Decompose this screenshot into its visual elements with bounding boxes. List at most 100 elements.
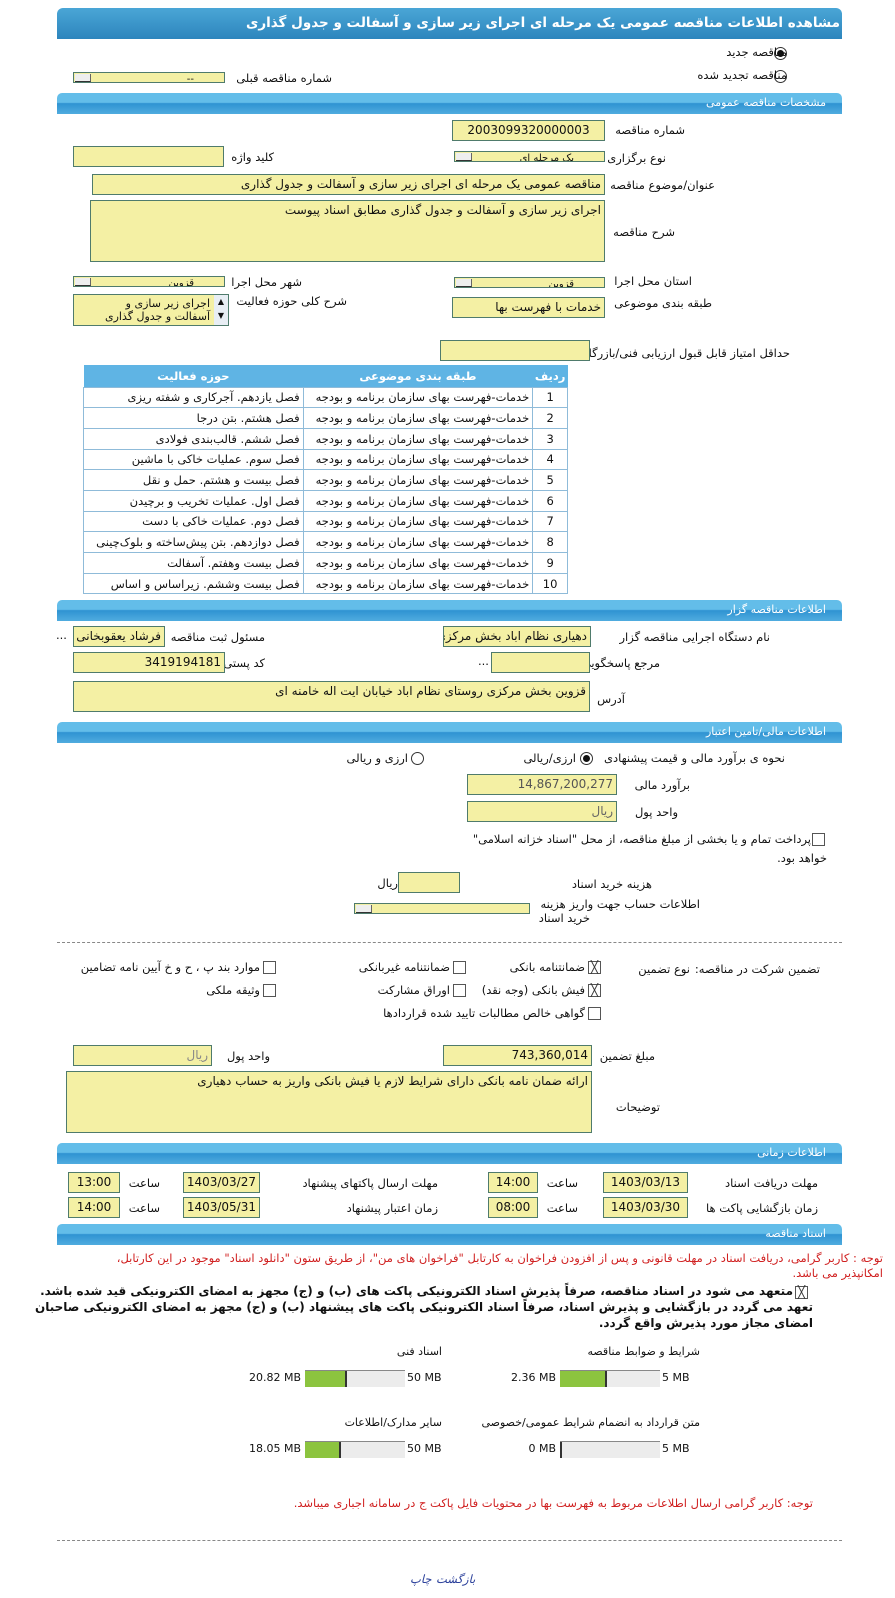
table-row: 8 خدمات-فهرست بهای سازمان برنامه و بودجه ف… [83,531,568,553]
table-cell: خدمات-فهرست بهای سازمان برنامه و بودجه [302,552,534,574]
treasury-checkbox[interactable] [812,833,825,846]
opening-date[interactable]: 1403/03/30 [603,1197,688,1218]
activity-listbox[interactable]: اجرای زیر سازی و آسفالت و جدول گذاری ▲ ▼ [73,294,229,326]
holding-type-label: نوع برگزاری [607,151,666,165]
tender-number-label: شماره مناقصه [615,123,685,137]
file-usage-fill [560,1442,562,1458]
radio-foreign-rial[interactable] [411,752,424,765]
category-label: طبقه بندی موضوعی [614,296,712,310]
table-cell: خدمات-فهرست بهای سازمان برنامه و بودجه [302,489,534,512]
commitment-checkbox[interactable]: ╳ [795,1286,808,1299]
description-textarea[interactable]: اجرای زیر سازی و آسفالت و جدول گذاری مطا… [90,200,605,262]
registrar-field[interactable]: فرشاد یعقوبخانی غیاثوند [73,626,165,647]
guarantee-checkbox[interactable]: ╳ [588,961,601,974]
submit-deadline-time[interactable]: 13:00 [68,1172,120,1193]
account-select[interactable] [354,903,530,914]
guarantee-checkbox[interactable] [263,984,276,997]
postal-label: کد پستی [223,656,265,670]
reference-field[interactable] [491,652,590,673]
min-score-field[interactable] [440,340,590,361]
guarantee-checkbox[interactable] [263,961,276,974]
doc-deadline-label: مهلت دریافت اسناد [725,1176,818,1190]
radio-rial[interactable] [580,752,593,765]
guarantee-checkbox[interactable] [453,961,466,974]
table-row: 1 خدمات-فهرست بهای سازمان برنامه و بودجه ف… [83,386,568,409]
dropdown-button[interactable] [75,74,91,82]
print-link[interactable]: چاپ [410,1572,432,1586]
holding-type-select[interactable]: یک مرحله ای [454,151,605,162]
guarantee-checkbox[interactable]: ╳ [588,984,601,997]
city-select[interactable]: قزوین [73,276,225,287]
reference-more-button[interactable]: ... [478,654,489,668]
keyword-field[interactable] [73,146,224,167]
province-select[interactable]: قزوین [454,277,605,288]
documents-notice-2: امکانپذیر می باشد. [792,1266,883,1280]
previous-tender-select[interactable]: -- [73,72,225,83]
table-cell: 10 [532,572,568,595]
table-cell: 4 [532,448,568,471]
opening-time[interactable]: 08:00 [488,1197,538,1218]
listbox-scrollbar[interactable]: ▲ ▼ [214,295,228,325]
min-score-label: حداقل امتیاز قابل قبول ارزیابی فنی/بازرگ… [575,346,790,360]
guarantee-amount-field[interactable]: 743,360,014 [443,1045,592,1066]
validity-time[interactable]: 14:00 [68,1197,120,1218]
guarantee-option-label: وثیقه ملکی [206,983,260,997]
validity-date[interactable]: 1403/05/31 [183,1197,260,1218]
method-label: نحوه ی برآورد مالی و قیمت پیشنهادی [603,751,785,765]
account-label: اطلاعات حساب جهت واریز هزینه [540,897,700,911]
estimate-field[interactable]: 14,867,200,277 [467,774,617,795]
file-used-size: 18.05 MB [248,1442,301,1455]
subject-label: عنوان/موضوع مناقصه [610,178,715,192]
back-link[interactable]: بازگشت [436,1572,476,1586]
registrar-more-button[interactable]: ... [56,628,67,642]
table-cell: 5 [532,469,568,491]
radio-renewed-label: مناقصه تجدید شده [697,68,787,82]
file-usage-fill [560,1371,608,1387]
org-field[interactable]: دهیاری نظام اباد بخش مرکزی [443,626,591,647]
file-used-size: 0 MB [528,1442,556,1455]
notes-textarea[interactable]: ارائه ضمان نامه بانکی دارای شرایط لازم ی… [66,1071,592,1133]
guarantee-label: تضمین شرکت در مناقصه: [694,962,820,976]
radio-rial-label: ارزی/ریالی [523,751,576,765]
address-field[interactable]: قزوین بخش مرکزی روستای نظام اباد خیابان … [73,681,590,712]
keyword-label: کلید واژه [231,150,274,164]
table-cell: فصل سوم. عملیات خاکی با ماشین [83,448,304,471]
doc-cost-field[interactable] [398,872,460,893]
guarantee-checkbox[interactable] [453,984,466,997]
postal-field[interactable]: 3419194181 [73,652,225,673]
file-max-size: 5 MB [662,1442,690,1455]
page-title: مشاهده اطلاعات مناقصه عمومی یک مرحله ای … [57,8,842,39]
guarantee-currency-field[interactable]: ریال [73,1045,212,1066]
radio-new-tender[interactable] [774,47,787,60]
radio-new-label: مناقصه جدید [726,45,787,59]
submit-deadline-date[interactable]: 1403/03/27 [183,1172,260,1193]
table-cell: فصل ششم. قالب‌بندی فولادی [83,427,304,450]
notes-label: توضیحات [615,1100,660,1114]
section-finance: اطلاعات مالی/تامین اعتبار [57,722,842,743]
guarantee-checkbox[interactable] [588,1007,601,1020]
submit-deadline-label: مهلت ارسال پاکتهای پیشنهاد [302,1176,438,1190]
table-row: 4 خدمات-فهرست بهای سازمان برنامه و بودجه ف… [83,448,568,471]
commitment-text-2: تعهد می گردد در بازگشایی و پذیرش اسناد، … [34,1300,813,1314]
dropdown-button[interactable] [456,279,472,287]
tender-number-field[interactable]: 2003099320000003 [452,120,605,141]
table-row: 10 خدمات-فهرست بهای سازمان برنامه و بودجه… [83,572,568,595]
file-used-size: 2.36 MB [510,1371,556,1384]
treasury-text: پرداخت تمام و یا بخشی از مبلغ مناقصه، از… [472,832,811,846]
table-row: 9 خدمات-فهرست بهای سازمان برنامه و بودجه ف… [83,552,568,574]
currency-field[interactable]: ریال [467,801,617,822]
table-cell: 8 [532,531,568,553]
dropdown-button[interactable] [356,905,372,913]
org-label: نام دستگاه اجرایی مناقصه گزار [619,630,770,644]
category-field[interactable]: خدمات با فهرست بها [452,297,605,318]
dropdown-button[interactable] [75,278,91,286]
subject-field[interactable]: مناقصه عمومی یک مرحله ای اجرای زیر سازی … [92,174,605,195]
doc-deadline-time[interactable]: 14:00 [488,1172,538,1193]
guarantee-option-label: فیش بانکی (وجه نقد) [481,983,585,997]
table-cell: 9 [532,552,568,574]
doc-deadline-date[interactable]: 1403/03/13 [603,1172,688,1193]
description-label: شرح مناقصه [613,225,675,239]
dropdown-button[interactable] [456,153,472,161]
table-cell: فصل هشتم. بتن درجا [83,407,304,429]
radio-renewed-tender[interactable] [774,70,787,83]
